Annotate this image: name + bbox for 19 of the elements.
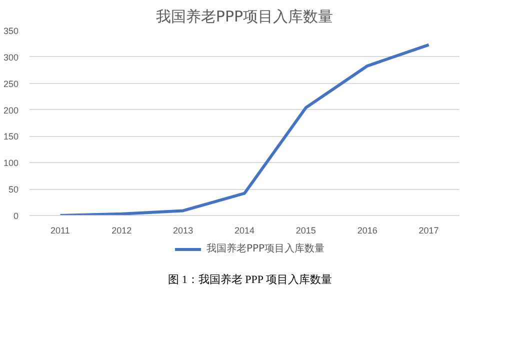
y-tick-label: 300 <box>3 52 19 62</box>
legend-label: 我国养老PPP项目入库数量 <box>206 244 325 255</box>
y-tick-label: 0 <box>13 211 19 221</box>
y-tick-label: 100 <box>3 158 19 168</box>
x-tick-label: 2014 <box>234 226 255 236</box>
y-tick-label: 250 <box>3 78 19 89</box>
y-tick-label: 150 <box>3 132 19 142</box>
x-tick-label: 2013 <box>173 226 194 236</box>
x-tick-label: 2015 <box>296 226 316 236</box>
x-tick-label: 2012 <box>112 226 132 236</box>
x-tick-label: 2017 <box>418 226 439 236</box>
chart-title: 我国养老PPP项目入库数量 <box>156 8 334 26</box>
x-tick-label: 2011 <box>50 226 70 236</box>
y-tick-label: 350 <box>3 26 19 36</box>
x-tick-label: 2016 <box>357 226 378 236</box>
line-series <box>58 43 430 216</box>
caption: 图 1：我国养老 PPP 项目入库数量 <box>168 273 332 288</box>
y-tick-label: 200 <box>3 105 19 116</box>
y-tick-label: 50 <box>8 184 19 195</box>
